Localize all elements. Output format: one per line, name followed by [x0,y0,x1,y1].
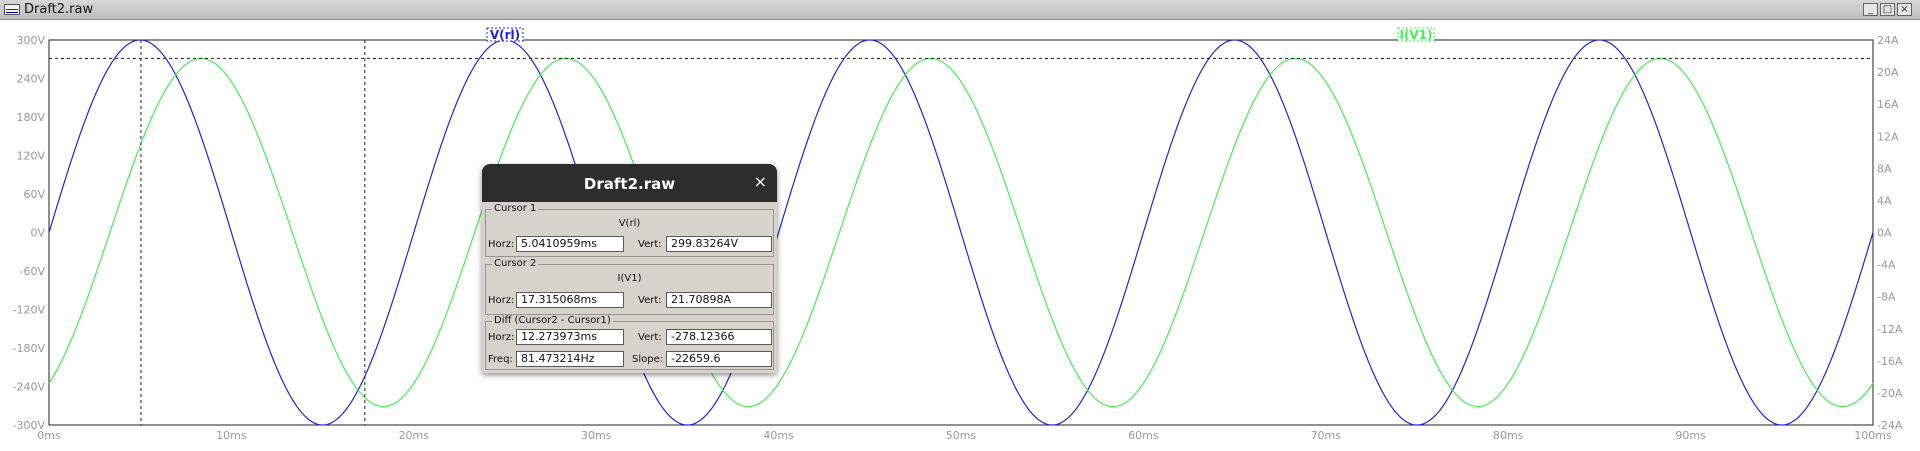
y-right-tick-label: 12A [1877,130,1899,143]
x-tick-label: 70ms [1311,429,1342,442]
y-left-tick-label: -240V [13,381,46,394]
cursor2-group: Cursor 2 I(V1) Horz: 17.315068ms Vert: 2… [485,258,774,315]
series-line-vrl [48,39,1874,426]
diff-vert-label: Vert: [638,332,662,343]
cursor1-vert-field[interactable]: 299.83264V [666,236,772,252]
y-right-tick-label: 4A [1877,194,1892,207]
x-tick-label: 0ms [37,429,61,442]
x-tick-label: 100ms [1854,429,1892,442]
y-right-tick-label: -20A [1877,387,1903,400]
cursor1-horz-field[interactable]: 5.0410959ms [516,236,624,252]
cursor-layer [49,40,1873,425]
cursor1-horz-label: Horz: [488,239,515,250]
diff-group: Diff (Cursor2 - Cursor1) Horz: 12.273973… [485,315,774,370]
y-left-tick-label: 300V [16,34,45,47]
dialog-header[interactable]: Draft2.raw × [482,164,777,202]
close-icon[interactable]: × [1897,3,1912,16]
diff-freq-field[interactable]: 81.473214Hz [516,351,624,367]
series-layer [48,39,1874,426]
diff-slope-label: Slope: [632,354,664,365]
cursor2-trace-name: I(V1) [617,273,642,284]
diff-group-title: Diff (Cursor2 - Cursor1) [492,315,613,327]
y-left-tick-label: -120V [13,304,46,317]
y-left-tick-label: -180V [13,342,46,355]
y-left-tick-label: 60V [23,188,45,201]
window-titlebar[interactable]: Draft2.raw _ □ × [0,0,1920,20]
y-right-tick-label: 0A [1877,227,1892,240]
diff-freq-label: Freq: [488,354,513,365]
trace-label-box [486,27,524,42]
window-title: Draft2.raw [24,2,94,17]
cursor1-group-title: Cursor 1 [492,203,539,215]
x-tick-label: 40ms [763,429,794,442]
x-tick-label: 90ms [1675,429,1706,442]
cursor2-horz-field[interactable]: 17.315068ms [516,292,624,308]
y-left-tick-label: 180V [16,111,45,124]
maximize-icon[interactable]: □ [1880,3,1895,16]
minimize-icon[interactable]: _ [1863,3,1878,16]
cursor1-vert-label: Vert: [638,239,662,250]
x-tick-label: 80ms [1493,429,1524,442]
cursor2-group-title: Cursor 2 [492,258,539,270]
diff-slope-field[interactable]: -22659.6 [666,351,772,367]
x-tick-label: 60ms [1128,429,1159,442]
y-right-tick-label: -16A [1877,355,1903,368]
y-right-tick-label: -12A [1877,323,1903,336]
trace-label-iv1: I(V1) [1399,28,1432,42]
cursor2-horz-label: Horz: [488,295,515,306]
y-right-tick-label: -24A [1877,419,1903,432]
cursor1-group: Cursor 1 V(rl) Horz: 5.0410959ms Vert: 2… [485,203,774,257]
dialog-close-icon[interactable]: × [753,172,767,191]
dialog-title: Draft2.raw [583,175,676,193]
y-left-tick-label: 240V [16,73,45,86]
y-right-tick-label: 16A [1877,98,1899,111]
diff-vert-field[interactable]: -278.12366 [666,329,772,345]
diff-horz-label: Horz: [488,332,515,343]
x-tick-label: 10ms [216,429,247,442]
cursor2-vert-label: Vert: [638,295,662,306]
trace-label-box [1397,27,1435,42]
axis-labels: 0ms 10ms 20ms 30ms 40ms 50ms 60ms 70ms 80ms 90ms 1… [13,27,1903,442]
y-left-tick-label: 120V [16,150,45,163]
diff-horz-field[interactable]: 12.273973ms [516,329,624,345]
y-left-tick-label: 0V [30,227,45,240]
series-line-iv1 [48,57,1874,408]
y-right-tick-label: 20A [1877,66,1899,79]
x-tick-label: 20ms [399,429,430,442]
y-right-tick-label: 8A [1877,162,1892,175]
x-tick-label: 30ms [581,429,612,442]
waveform-app-icon [4,4,20,15]
y-right-tick-label: -8A [1877,291,1896,304]
waveform-plot[interactable]: 0ms 10ms 20ms 30ms 40ms 50ms 60ms 70ms 80ms 90ms 1… [0,20,1920,451]
y-left-tick-label: -300V [13,419,46,432]
y-right-tick-label: -4A [1877,259,1896,272]
trace-label-vrl: V(rl) [490,28,520,42]
y-right-tick-label: 24A [1877,34,1899,47]
y-left-tick-label: -60V [20,265,46,278]
cursor2-vert-field[interactable]: 21.70898A [666,292,772,308]
cursor-dialog[interactable]: Draft2.raw × Cursor 1 V(rl) Horz: 5.0410… [482,164,777,373]
x-tick-label: 50ms [946,429,977,442]
cursor1-trace-name: V(rl) [618,218,641,229]
